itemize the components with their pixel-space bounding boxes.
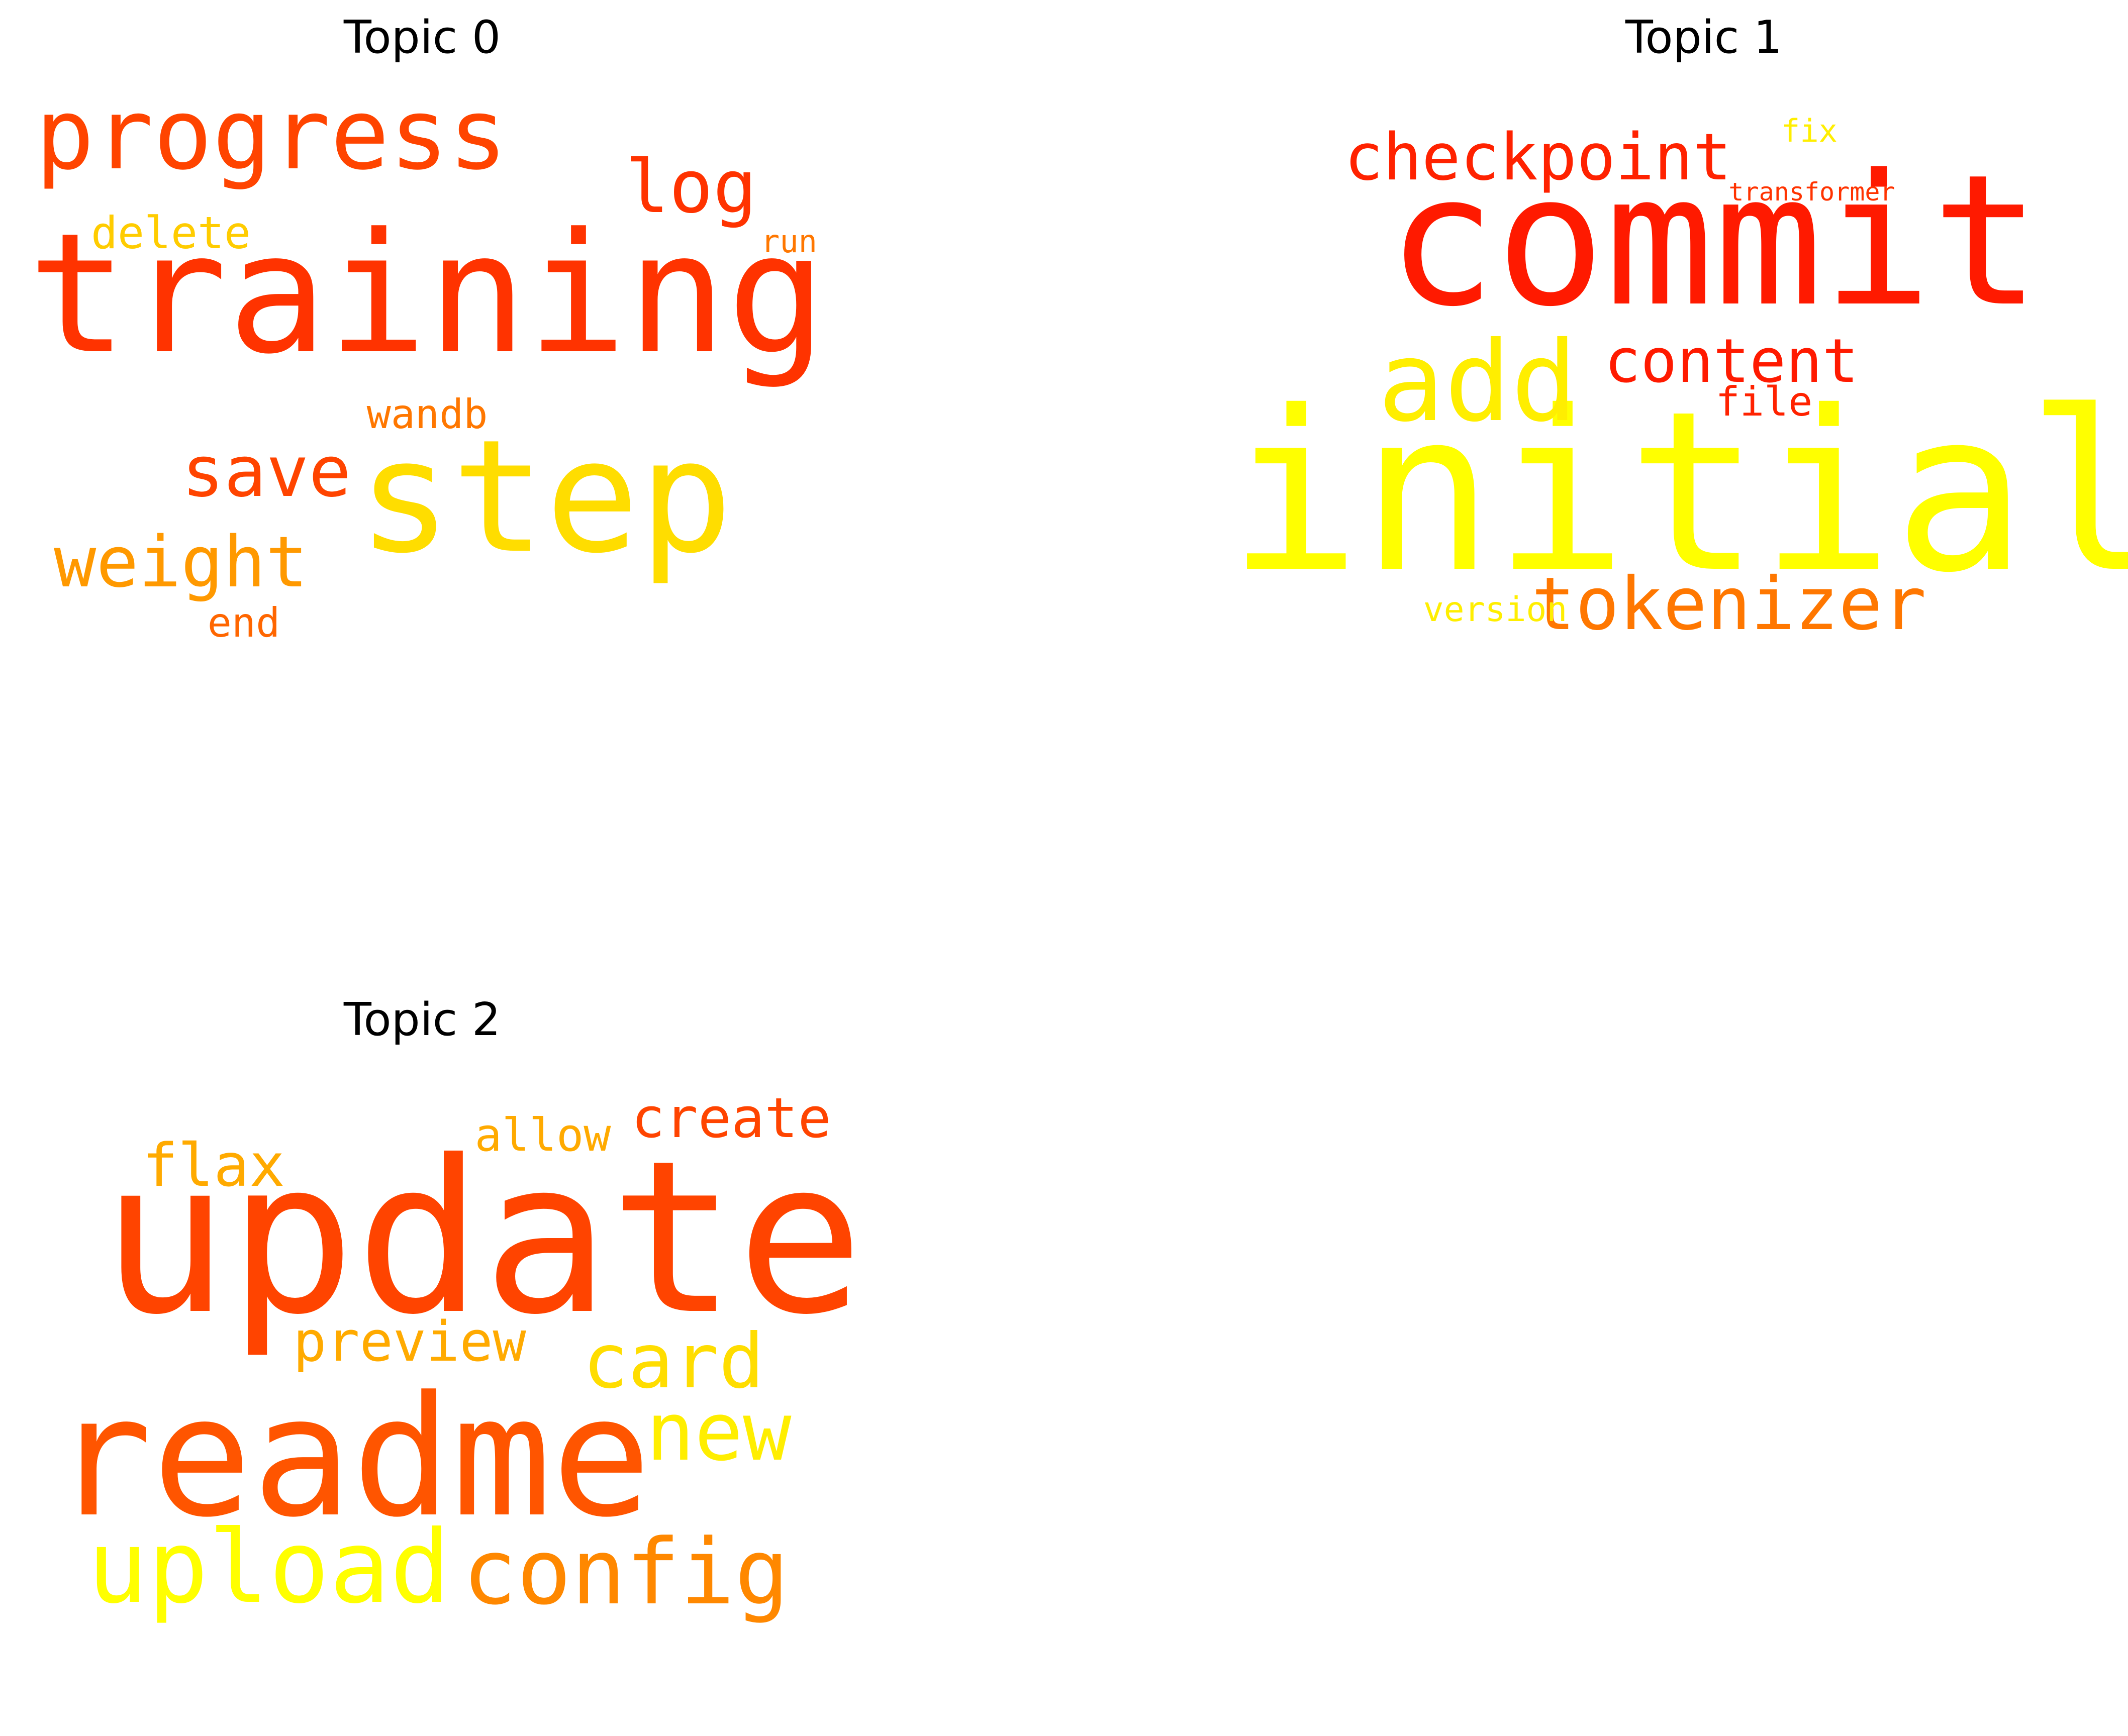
word-file: file bbox=[1715, 378, 1813, 425]
word-log: log bbox=[625, 145, 757, 230]
word-commit: commit bbox=[1387, 136, 2041, 346]
word-add: add bbox=[1378, 318, 1578, 446]
word-training: training bbox=[28, 197, 827, 390]
word-initial: initial bbox=[1227, 364, 2128, 621]
word-transformer: transformer bbox=[1728, 177, 1895, 207]
word-card: card bbox=[583, 1318, 764, 1405]
word-progress: progress bbox=[35, 77, 508, 191]
panel-title: Topic 0 bbox=[343, 11, 501, 64]
word-checkpoint: checkpoint bbox=[1344, 120, 1732, 195]
word-content: content bbox=[1604, 327, 1859, 396]
word-save: save bbox=[181, 431, 351, 513]
word-allow: allow bbox=[474, 1109, 611, 1162]
word-new: new bbox=[646, 1385, 792, 1479]
word-step: step bbox=[357, 406, 733, 588]
topic-panel-0: Topic 0 training step progress log save … bbox=[20, 0, 827, 754]
wordcloud-figure: { "panels": [ { "title": "Topic 0", "wor… bbox=[20, 0, 2128, 1618]
word-run: run bbox=[761, 223, 817, 260]
word-fix: fix bbox=[1781, 113, 1837, 149]
word-version: version bbox=[1423, 590, 1568, 630]
word-readme: readme bbox=[52, 1361, 652, 1554]
word-wandb: wandb bbox=[366, 391, 488, 438]
word-config: config bbox=[462, 1520, 790, 1625]
panel-title: Topic 1 bbox=[1625, 11, 1783, 64]
word-flax: flax bbox=[142, 1131, 285, 1200]
word-end: end bbox=[207, 599, 280, 646]
word-delete: delete bbox=[91, 207, 251, 259]
panel-title: Topic 2 bbox=[343, 993, 501, 1046]
word-weight: weight bbox=[54, 522, 308, 603]
topic-panel-2: Topic 2 update readme upload config card… bbox=[20, 982, 864, 1736]
topic-panel-1: Topic 1 commit initial add checkpoint co… bbox=[1228, 0, 2128, 754]
word-create: create bbox=[631, 1086, 831, 1150]
word-preview: preview bbox=[293, 1309, 526, 1374]
word-upload: upload bbox=[87, 1509, 451, 1626]
word-tokenizer: tokenizer bbox=[1531, 562, 1926, 647]
word-update: update bbox=[101, 1115, 864, 1361]
